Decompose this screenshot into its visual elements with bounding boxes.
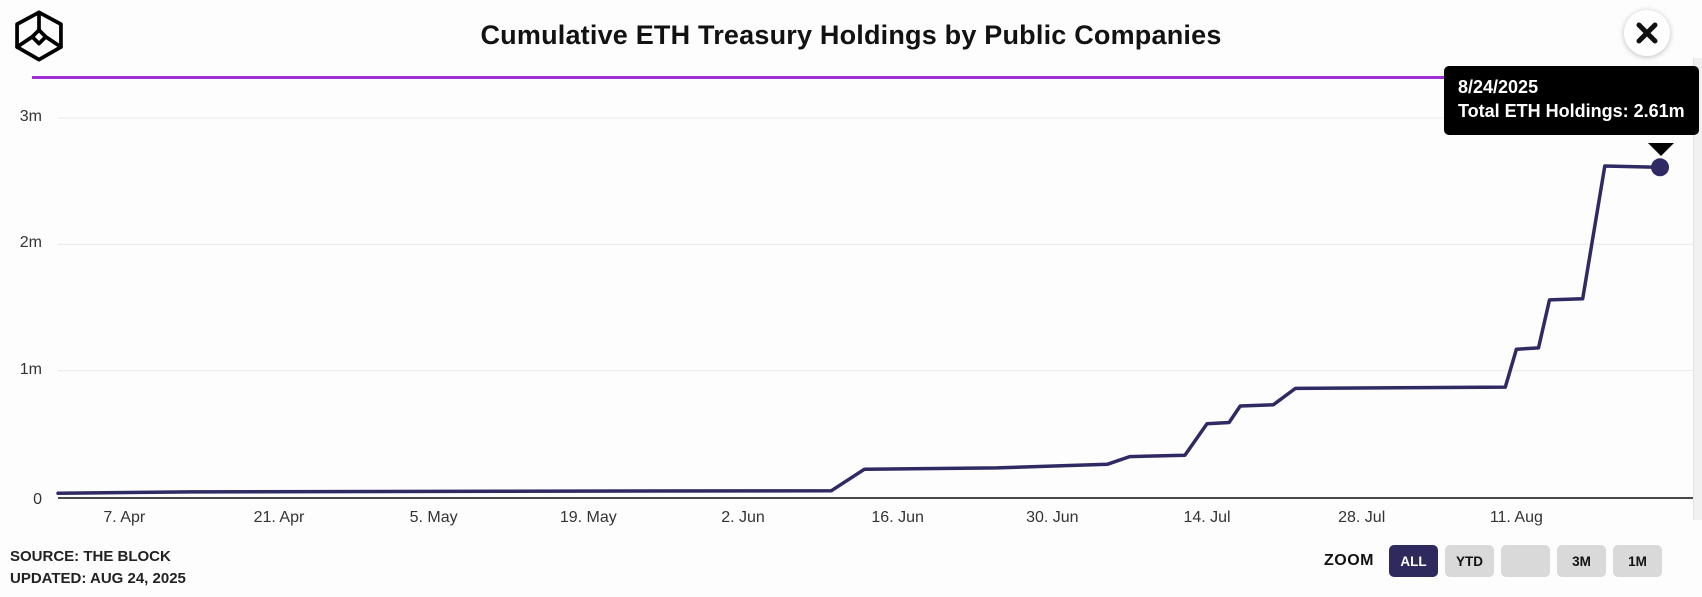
the-block-logo	[12, 9, 66, 63]
y-axis-label-1m: 1m	[19, 360, 42, 378]
y-axis-label-0: 0	[33, 491, 42, 508]
scrollbar-strip[interactable]	[1693, 58, 1702, 520]
zoom-button-3m[interactable]: 3M	[1557, 545, 1606, 577]
zoom-button-ytd[interactable]: YTD	[1445, 545, 1494, 577]
close-icon	[1636, 22, 1658, 44]
zoom-button-all[interactable]: ALL	[1389, 545, 1438, 577]
page-title: Cumulative ETH Treasury Holdings by Publ…	[480, 20, 1222, 50]
y-axis-label-2m: 2m	[19, 234, 42, 252]
x-axis-label: 28. Jul	[1338, 509, 1386, 526]
zoom-label: ZOOM	[1324, 552, 1374, 569]
last-point-marker	[1651, 158, 1669, 177]
close-button[interactable]	[1624, 10, 1670, 56]
y-axis-label-3m: 3m	[19, 108, 42, 125]
x-axis-label: 16. Jun	[871, 509, 924, 526]
x-axis-label: 14. Jul	[1183, 509, 1231, 526]
source-block: SOURCE: THE BLOCK UPDATED: AUG 24, 2025	[10, 546, 186, 590]
x-axis-label: 30. Jun	[1026, 509, 1079, 526]
x-axis-label: 7. Apr	[103, 509, 146, 526]
x-axis-label: 21. Apr	[253, 509, 305, 526]
x-axis-label: 11. Aug	[1489, 509, 1543, 526]
tooltip-value: Total ETH Holdings: 2.61m	[1458, 101, 1685, 121]
x-axis-label: 5. May	[409, 509, 458, 526]
tooltip-arrow	[1648, 143, 1674, 156]
updated-text: UPDATED: AUG 24, 2025	[10, 569, 186, 587]
tooltip-date: 8/24/2025	[1458, 77, 1539, 97]
x-axis-label: 19. May	[559, 509, 617, 526]
zoom-button-1m[interactable]: 1M	[1613, 545, 1662, 577]
x-axis-label: 2. Jun	[721, 509, 765, 526]
accent-divider	[32, 76, 1694, 79]
chart-tooltip: 8/24/2025 Total ETH Holdings: 2.61m	[1444, 66, 1699, 135]
zoom-controls: ZOOM ALL YTD 3M 1M	[1324, 545, 1662, 577]
holdings-line-series	[56, 164, 1662, 495]
zoom-button-blank[interactable]	[1501, 545, 1550, 577]
source-text: SOURCE: THE BLOCK	[10, 548, 171, 565]
